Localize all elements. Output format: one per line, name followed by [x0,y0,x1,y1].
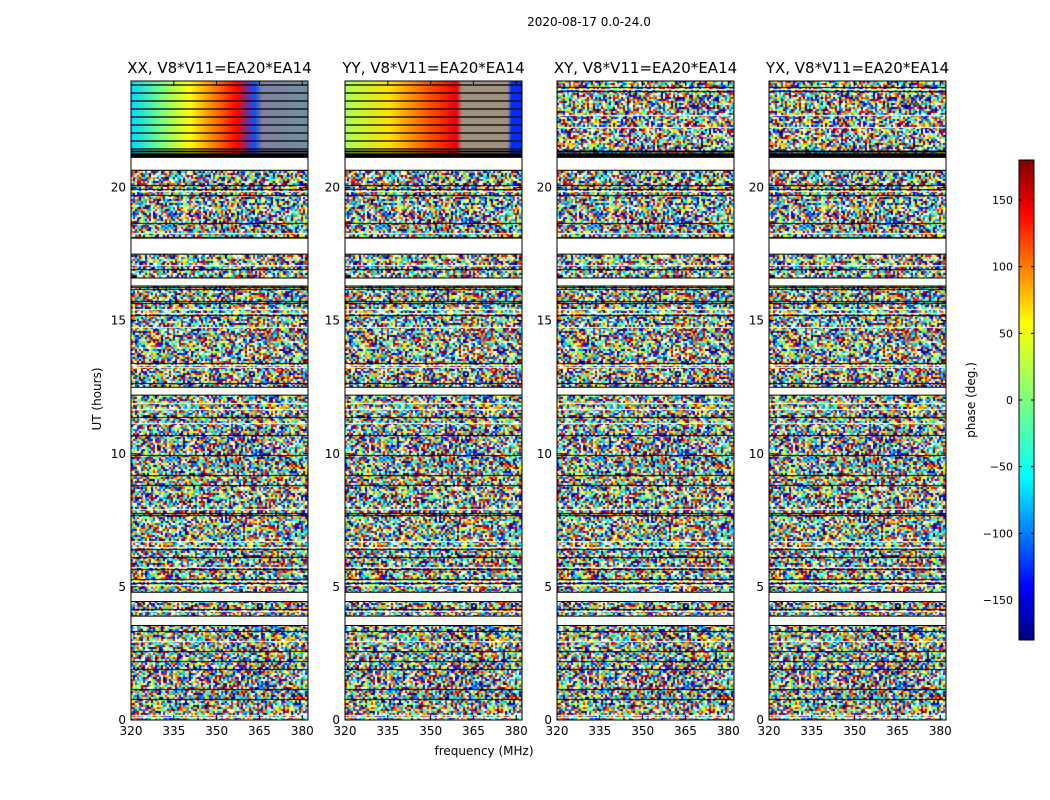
axes-frame [130,80,309,721]
flagged-row [345,278,522,287]
x-tick-label: 380 [291,724,314,738]
flagged-row [769,155,946,171]
phase-heatmap [345,81,522,720]
flagged-row [769,238,946,255]
axes-frame [556,80,735,721]
y-tick-label: 10 [537,447,552,461]
phase-heatmap [557,81,734,720]
y-tick-label: 20 [325,181,340,195]
flagged-row [557,387,734,396]
y-tick-label: 5 [118,580,126,594]
panel-4: YX, V8*V11=EA20*EA14 320 335 350 365 380 0 5 10 1… [749,59,952,738]
x-tick-label: 335 [162,724,185,738]
figure-title: 2020-08-17 0.0-24.0 [527,15,651,29]
flagged-row [131,387,308,396]
x-tick-label: 380 [505,724,528,738]
panel-1: XX, V8*V11=EA20*EA14 320 335 350 365 380 0 5 10 1… [111,59,314,738]
panel-title: XY, V8*V11=EA20*EA14 [554,59,737,77]
x-tick-label: 335 [588,724,611,738]
y-tick-label: 10 [749,447,764,461]
x-tick-label: 350 [205,724,228,738]
y-tick-label: 0 [756,713,764,727]
flagged-row [345,616,522,626]
y-tick-label: 20 [111,181,126,195]
colorbar-label: phase (deg.) [964,362,978,438]
x-tick-label: 335 [800,724,823,738]
flagged-row [557,616,734,626]
flagged-row [769,616,946,626]
flagged-row [345,238,522,255]
panel-title: XX, V8*V11=EA20*EA14 [127,59,311,77]
colorbar-tick-label: −50 [990,461,1013,474]
flagged-row [769,387,946,396]
y-tick-label: 5 [756,580,764,594]
x-tick-label: 380 [929,724,952,738]
panel-title: YY, V8*V11=EA20*EA14 [341,59,524,77]
colorbar-tick-label: 100 [992,261,1013,274]
y-tick-label: 0 [332,713,340,727]
x-tick-label: 320 [758,724,781,738]
colorbar-tick-label: 0 [1006,394,1013,407]
flagged-row [131,238,308,255]
y-tick-label: 15 [749,314,764,328]
axes-frame [344,80,523,721]
flagged-row [345,155,522,171]
x-tick-label: 350 [419,724,442,738]
flagged-row [345,592,522,602]
flagged-row [769,592,946,602]
y-tick-label: 10 [111,447,126,461]
colorbar-tick-label: 150 [992,194,1013,207]
panel-title: YX, V8*V11=EA20*EA14 [765,59,949,77]
flagged-row [557,278,734,287]
x-tick-label: 320 [334,724,357,738]
x-tick-label: 365 [462,724,485,738]
x-tick-label: 380 [717,724,740,738]
colorbar-tick-label: −100 [983,527,1013,540]
y-tick-label: 5 [544,580,552,594]
axes-frame [768,80,947,721]
phase-heatmap [769,81,946,720]
x-tick-label: 365 [674,724,697,738]
flagged-row [131,155,308,171]
x-tick-label: 365 [886,724,909,738]
y-tick-label: 15 [111,314,126,328]
flagged-row [557,592,734,602]
colorbar-tick-label: −150 [983,594,1013,607]
y-tick-label: 0 [544,713,552,727]
x-tick-label: 350 [631,724,654,738]
x-tick-label: 320 [546,724,569,738]
y-tick-label: 5 [332,580,340,594]
y-axis-label: UT (hours) [90,367,104,430]
colorbar-tick-label: 50 [999,327,1013,340]
flagged-row [557,155,734,171]
y-tick-label: 15 [537,314,552,328]
y-tick-label: 20 [749,181,764,195]
y-tick-label: 0 [118,713,126,727]
colorbar: 150 100 50 0 −50 −100 −150 phase (deg.) [964,159,1035,641]
flagged-row [131,616,308,626]
x-tick-label: 335 [376,724,399,738]
phase-gradient-band [345,81,522,155]
flagged-row [769,278,946,287]
flagged-row [345,387,522,396]
x-tick-label: 350 [843,724,866,738]
flagged-row [557,238,734,255]
x-axis-label: frequency (MHz) [434,744,533,758]
x-tick-label: 365 [248,724,271,738]
panel-3: XY, V8*V11=EA20*EA14 320 335 350 365 380 0 5 10 1… [537,59,740,738]
y-tick-label: 20 [537,181,552,195]
flagged-row [131,278,308,287]
phase-heatmap [131,81,308,720]
panel-2: YY, V8*V11=EA20*EA14 320 335 350 365 380 0 5 10 1… [325,59,528,738]
phase-gradient-band [131,81,308,155]
y-tick-label: 15 [325,314,340,328]
y-tick-label: 10 [325,447,340,461]
flagged-row [131,592,308,602]
x-tick-label: 320 [120,724,143,738]
